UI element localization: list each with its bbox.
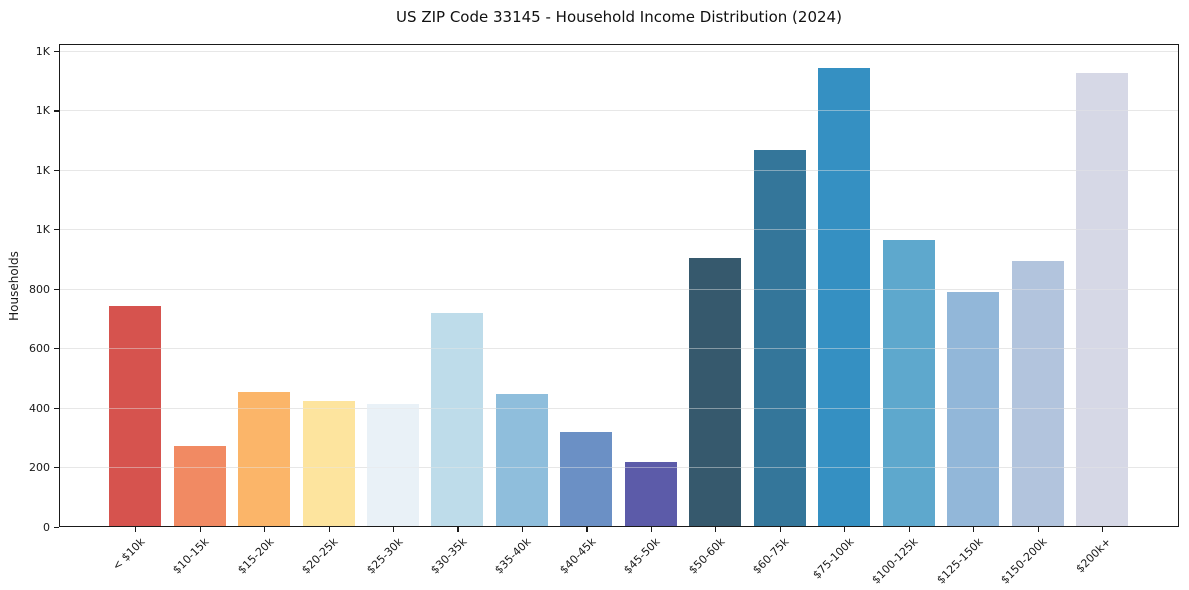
x-tick-label: $20-25k [299, 535, 341, 577]
gridline-overlay [60, 407, 1178, 409]
x-tick-label: $45-50k [621, 535, 663, 577]
plot-area [59, 44, 1179, 527]
gridline-overlay [60, 110, 1178, 112]
gridline-overlay [60, 467, 1178, 469]
bar [689, 257, 742, 526]
gridline-overlay [60, 348, 1178, 350]
y-tick-label: 1K [35, 44, 50, 58]
x-tick-mark [715, 527, 717, 532]
bar [818, 67, 871, 526]
y-tick-mark [54, 50, 59, 53]
x-tick-mark [457, 527, 459, 532]
bar [882, 239, 935, 526]
x-tick-label: $35-40k [492, 535, 534, 577]
bar [1011, 261, 1064, 526]
gridline-overlay [60, 50, 1178, 52]
x-tick-label: $125-150k [933, 535, 986, 587]
x-tick-mark [199, 527, 201, 532]
y-tick-label: 600 [29, 342, 50, 356]
x-tick-label: $10-15k [170, 535, 212, 577]
y-tick-label: 1K [35, 104, 50, 118]
y-tick-mark [54, 407, 59, 409]
x-tick-label: < $10k [109, 535, 148, 573]
y-tick-mark [54, 110, 59, 112]
x-tick-mark [521, 527, 524, 532]
bar [302, 401, 355, 526]
y-tick-label: 800 [29, 282, 50, 296]
x-tick-label: $60-75k [750, 535, 792, 577]
bar [431, 313, 484, 526]
gridline [60, 169, 1178, 171]
x-tick-mark [1101, 527, 1104, 532]
gridline [60, 407, 1178, 409]
x-tick-label: $50-60k [685, 535, 728, 577]
y-tick-label: 200 [29, 461, 50, 475]
gridline [60, 348, 1178, 350]
x-tick-mark [844, 527, 846, 532]
y-tick-label: 1K [35, 223, 50, 237]
x-tick-mark [586, 527, 588, 532]
x-tick-mark [650, 527, 652, 532]
bar [560, 432, 613, 526]
y-tick-mark [54, 169, 59, 171]
x-tick-mark [973, 527, 975, 532]
y-tick-mark [54, 526, 59, 528]
x-tick-mark [328, 527, 330, 532]
x-tick-label: $15-20k [234, 535, 277, 577]
x-tick-mark [135, 527, 137, 532]
y-tick-mark [54, 348, 59, 350]
x-tick-mark [393, 527, 395, 532]
x-tick-mark [908, 527, 910, 532]
x-tick-label: $25-30k [363, 535, 405, 577]
gridline [60, 229, 1178, 231]
x-tick-label: $75-100k [809, 535, 857, 582]
x-tick-label: $100-125k [869, 535, 921, 587]
bar [624, 462, 677, 526]
gridline [60, 110, 1178, 112]
bar [947, 292, 1000, 526]
x-tick-mark [779, 527, 781, 532]
bar [753, 150, 806, 526]
bar [238, 391, 291, 526]
x-tick-label: $200k+ [1073, 535, 1114, 576]
bar [367, 404, 419, 526]
y-tick-label: 400 [29, 401, 50, 415]
x-tick-label: $150-200k [998, 535, 1050, 587]
y-tick-mark [54, 229, 59, 231]
gridline [60, 288, 1178, 290]
chart-title: US ZIP Code 33145 - Household Income Dis… [396, 8, 842, 26]
y-tick-mark [54, 467, 59, 469]
y-tick-label: 0 [43, 520, 50, 534]
gridline-overlay [60, 169, 1178, 171]
gridline [60, 50, 1178, 52]
bar [173, 446, 226, 526]
y-tick-mark [54, 288, 59, 290]
bar [495, 394, 548, 526]
x-tick-label: $40-45k [557, 535, 599, 577]
bar [1075, 73, 1128, 526]
bar [109, 305, 162, 526]
x-tick-label: $30-35k [428, 535, 470, 577]
x-tick-mark [1037, 527, 1039, 532]
gridline [60, 467, 1178, 469]
gridline-overlay [60, 229, 1178, 231]
y-tick-label: 1K [35, 163, 50, 177]
x-tick-mark [264, 527, 266, 532]
gridline-overlay [60, 288, 1178, 290]
